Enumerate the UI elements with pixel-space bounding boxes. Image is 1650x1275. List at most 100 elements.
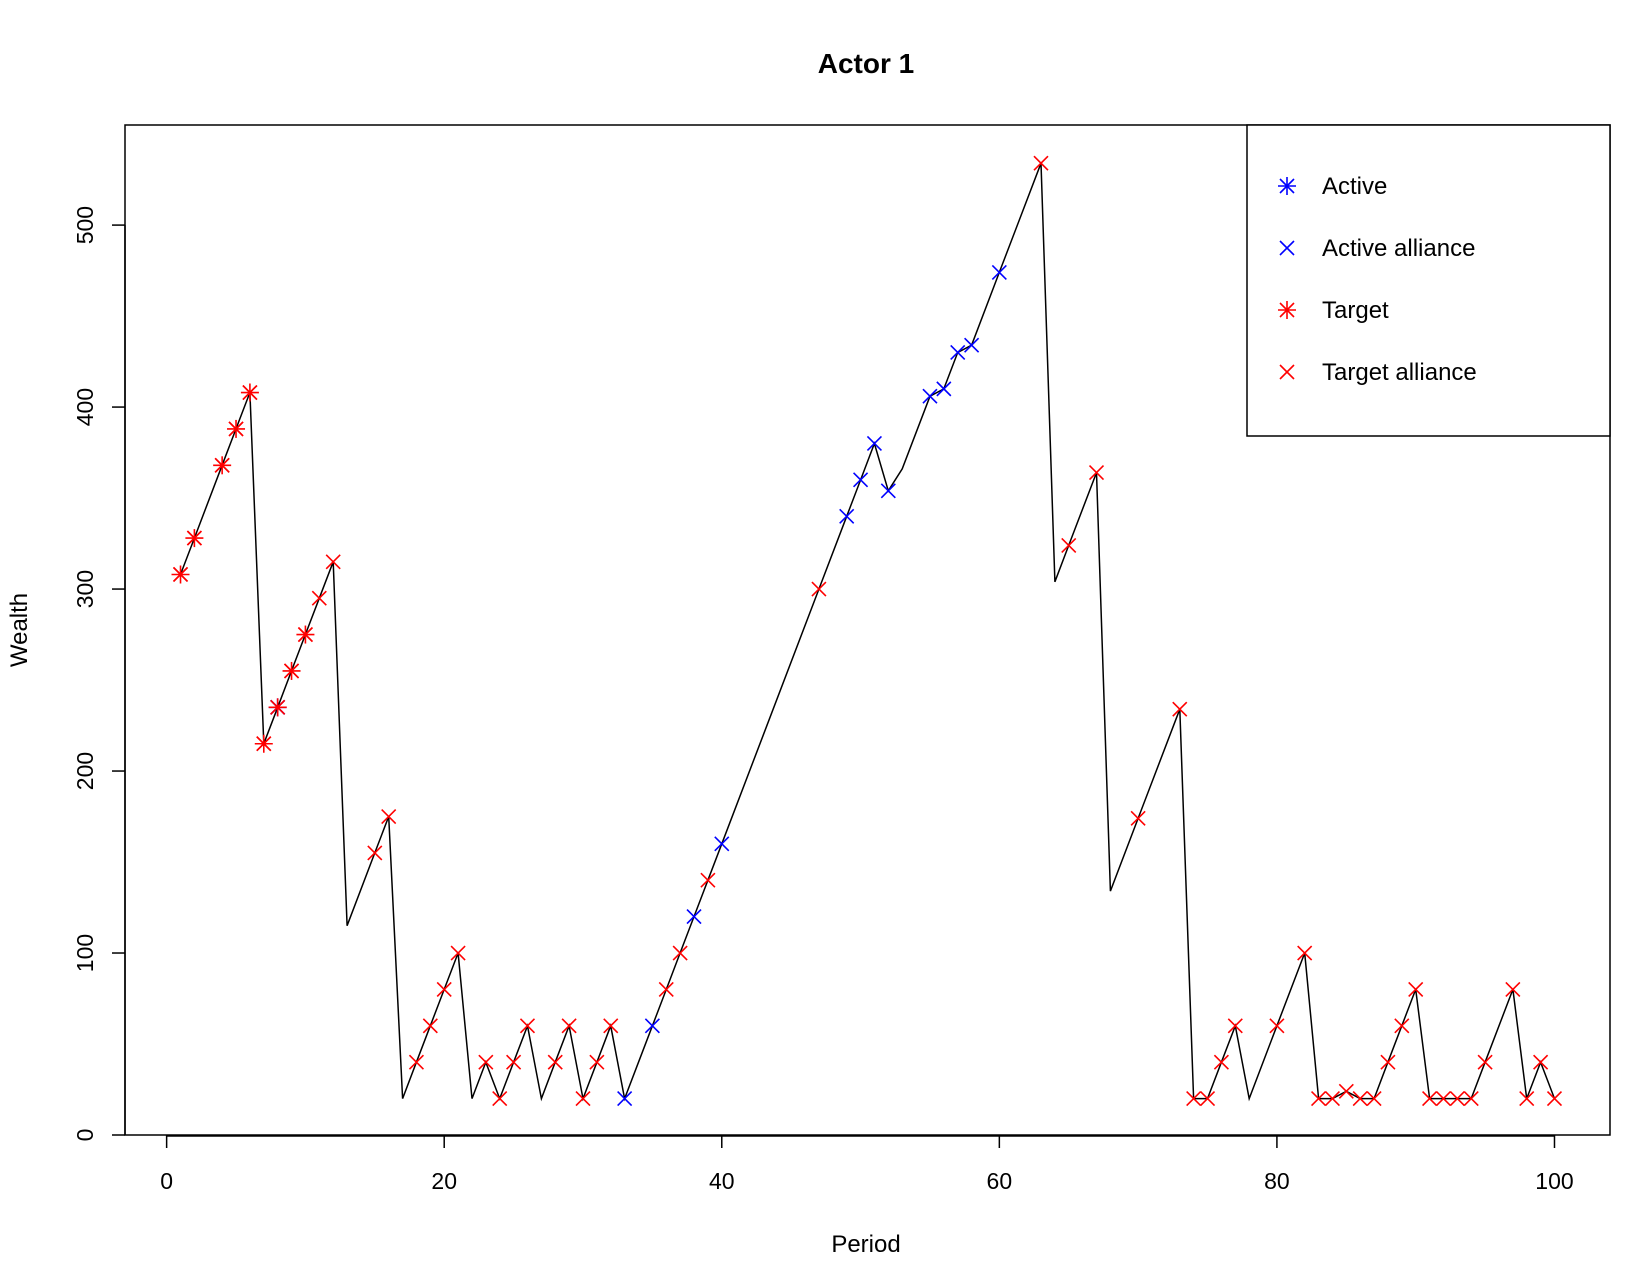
target-marker xyxy=(240,383,259,402)
marker-stroke xyxy=(1408,981,1424,997)
marker-stroke xyxy=(367,845,383,861)
target-alliance-marker xyxy=(506,1054,522,1070)
target-marker xyxy=(254,734,273,753)
target-alliance-marker xyxy=(1380,1054,1396,1070)
active-alliance-marker xyxy=(617,1091,633,1107)
x-tick-label: 20 xyxy=(431,1168,457,1194)
target-alliance-marker xyxy=(1297,945,1313,961)
active-alliance-marker xyxy=(991,264,1007,280)
active-alliance-marker xyxy=(714,836,730,852)
marker-stroke xyxy=(422,1018,438,1034)
target-alliance-marker xyxy=(478,1054,494,1070)
legend-target-label: Target xyxy=(1322,297,1389,324)
marker-stroke xyxy=(686,909,702,925)
marker-stroke xyxy=(1061,537,1077,553)
marker-stroke xyxy=(408,1054,425,1070)
marker-stroke xyxy=(852,472,869,488)
x-tick-label: 60 xyxy=(987,1168,1013,1194)
marker-stroke xyxy=(575,1091,591,1107)
marker-stroke xyxy=(644,1018,660,1034)
marker-stroke xyxy=(658,981,674,997)
legend-target-alliance-label: Target alliance xyxy=(1322,359,1477,386)
marker-stroke xyxy=(478,1054,494,1070)
marker-stroke xyxy=(1435,1091,1452,1107)
target-alliance-marker xyxy=(1213,1054,1229,1070)
target-alliance-marker xyxy=(658,981,674,997)
marker-stroke xyxy=(561,1018,577,1034)
target-alliance-marker xyxy=(492,1091,508,1107)
marker-stroke xyxy=(1227,1018,1243,1034)
legend-target-symbol xyxy=(1278,301,1296,319)
marker-stroke xyxy=(492,1091,508,1107)
marker-stroke xyxy=(1546,1091,1563,1107)
marker-stroke xyxy=(1279,364,1295,380)
y-tick-label: 400 xyxy=(72,388,98,426)
marker-stroke xyxy=(311,590,327,606)
target-alliance-marker xyxy=(1477,1054,1493,1070)
target-alliance-marker xyxy=(1449,1091,1465,1107)
marker-stroke xyxy=(1199,1091,1216,1107)
target-alliance-marker xyxy=(575,1091,591,1107)
target-marker xyxy=(268,698,287,717)
legend-active-symbol xyxy=(1278,177,1296,195)
target-alliance-marker xyxy=(589,1054,605,1070)
marker-stroke xyxy=(964,337,980,353)
marker-stroke xyxy=(1449,1091,1465,1107)
target-alliance-marker xyxy=(1408,981,1424,997)
target-alliance-marker xyxy=(381,808,397,825)
active-alliance-marker xyxy=(922,388,938,404)
y-tick-label: 100 xyxy=(72,934,98,972)
marker-stroke xyxy=(1422,1091,1438,1107)
marker-stroke xyxy=(381,808,397,825)
x-tick-label: 80 xyxy=(1264,1168,1290,1194)
target-alliance-marker xyxy=(325,554,341,570)
marker-stroke xyxy=(1380,1054,1396,1070)
marker-stroke xyxy=(866,435,883,452)
marker-stroke xyxy=(1463,1091,1479,1107)
active-alliance-marker xyxy=(686,909,702,925)
marker-stroke xyxy=(1505,981,1521,997)
marker-stroke xyxy=(603,1018,619,1034)
target-alliance-marker xyxy=(1422,1091,1438,1107)
marker-stroke xyxy=(1310,1091,1327,1107)
y-axis: 0 100 200 300 400 500 xyxy=(72,206,126,1141)
marker-stroke xyxy=(1186,1091,1202,1107)
x-axis-title: Period xyxy=(831,1231,900,1258)
marker-stroke xyxy=(936,381,952,397)
marker-stroke xyxy=(1324,1091,1340,1107)
marker-stroke xyxy=(1366,1091,1382,1107)
legend-active-alliance-symbol xyxy=(1279,240,1295,256)
target-alliance-marker xyxy=(700,872,716,888)
marker-stroke xyxy=(991,264,1007,280)
target-alliance-marker xyxy=(367,845,383,861)
target-alliance-marker xyxy=(603,1018,619,1034)
target-alliance-marker xyxy=(436,981,452,997)
target-alliance-marker xyxy=(450,945,466,961)
target-alliance-marker xyxy=(1435,1091,1452,1107)
target-alliance-marker xyxy=(1130,810,1146,826)
marker-stroke xyxy=(1172,701,1188,717)
target-alliance-marker xyxy=(1033,155,1049,171)
marker-stroke xyxy=(922,388,938,404)
marker-stroke xyxy=(1477,1054,1493,1070)
target-marker xyxy=(213,456,232,475)
marker-stroke xyxy=(436,981,452,997)
target-alliance-marker xyxy=(561,1018,577,1034)
marker-stroke xyxy=(672,945,688,961)
marker-stroke xyxy=(547,1054,563,1070)
y-axis-title: Wealth xyxy=(6,593,33,667)
legend-target-alliance-symbol xyxy=(1279,364,1295,380)
marker-stroke xyxy=(1279,240,1295,256)
target-alliance-marker xyxy=(408,1054,425,1070)
marker-stroke xyxy=(325,554,341,570)
target-alliance-marker xyxy=(811,581,827,597)
marker-stroke xyxy=(589,1054,605,1070)
target-alliance-marker xyxy=(1394,1018,1410,1034)
target-alliance-marker xyxy=(1172,701,1188,717)
target-marker xyxy=(171,565,190,584)
y-tick-label: 200 xyxy=(72,752,98,790)
target-alliance-marker xyxy=(519,1018,536,1034)
target-alliance-marker xyxy=(1533,1054,1549,1070)
legend: Active Active alliance Target Target allian… xyxy=(1246,124,1611,437)
